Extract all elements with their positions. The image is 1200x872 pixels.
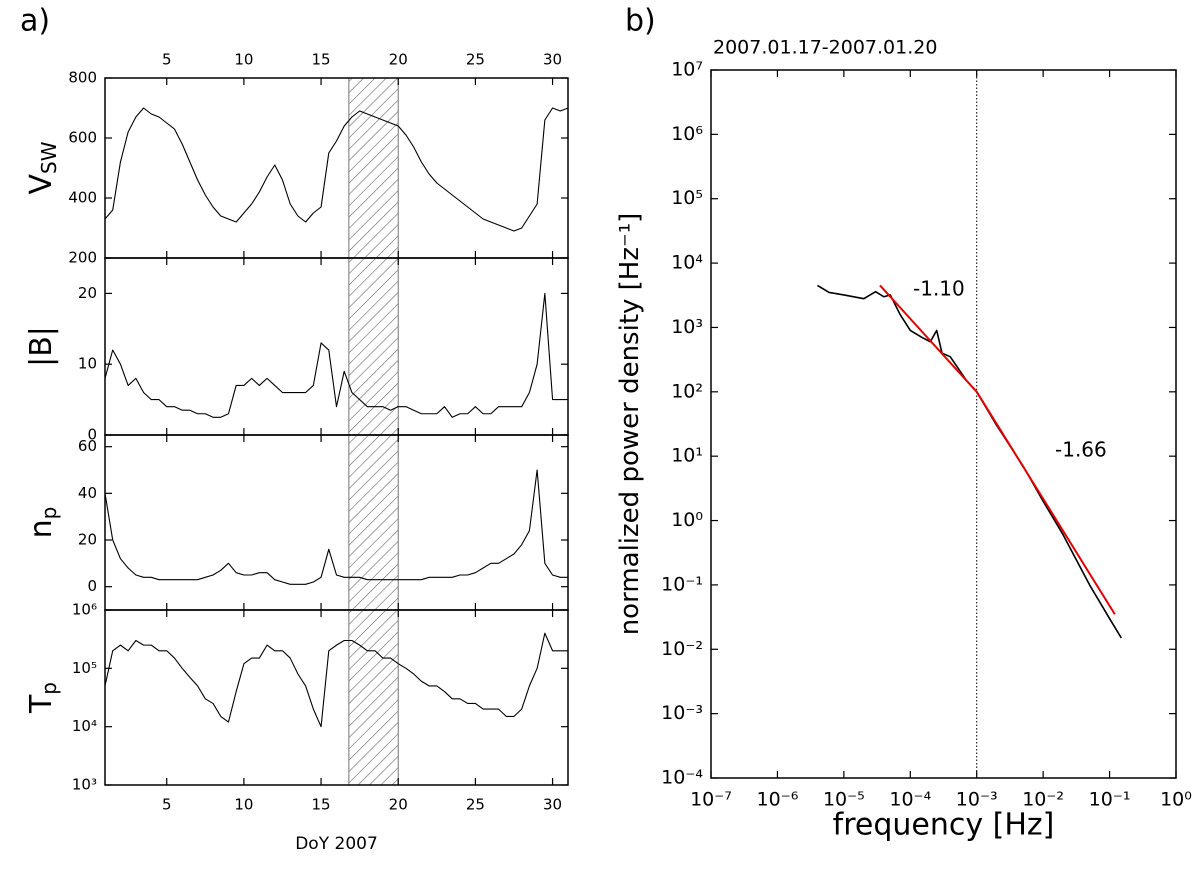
- y-tick-label: 10¹: [671, 445, 703, 467]
- panel-label: b): [625, 4, 656, 39]
- y-axis-label-main: normalized power density [Hz⁻¹]: [615, 213, 645, 636]
- shaded-interval: [348, 609, 399, 786]
- y-tick-label: 800: [68, 69, 97, 87]
- y-axis-label: Tp: [24, 682, 61, 714]
- y-tick-label: 10²: [671, 380, 703, 402]
- x-tick-label: 10: [234, 51, 253, 69]
- plot-frame: [104, 257, 569, 436]
- y-axis-label-main: T: [24, 694, 59, 714]
- y-axis-label-sub: SW: [37, 141, 61, 174]
- y-tick-label: 20: [78, 284, 97, 302]
- y-axis-label: |B|: [24, 326, 59, 367]
- y-tick-label: 60: [78, 437, 97, 455]
- x-tick-label: 10⁻³: [956, 789, 998, 811]
- y-tick-label: 10⁵: [72, 659, 97, 677]
- y-tick-label: 600: [68, 129, 97, 147]
- y-tick-label: 10³: [72, 776, 97, 794]
- x-tick-label: 25: [466, 796, 485, 814]
- y-axis-label-main: V: [24, 174, 59, 195]
- x-tick-label: 20: [389, 51, 408, 69]
- x-tick-label: 20: [389, 796, 408, 814]
- x-tick-label: 10⁻⁶: [757, 789, 799, 811]
- y-tick-label: 10: [78, 355, 97, 373]
- y-tick-label: 0: [87, 426, 97, 444]
- y-axis-label: normalized power density [Hz⁻¹]: [615, 213, 645, 636]
- shaded-interval: [348, 257, 399, 436]
- x-tick-label: 10⁰: [1160, 789, 1192, 811]
- shaded-interval: [348, 77, 399, 259]
- x-axis-label: frequency [Hz]: [833, 808, 1055, 843]
- plot-frame: [710, 69, 1177, 779]
- plot-frame: [104, 77, 569, 259]
- x-tick-label: 5: [162, 51, 172, 69]
- fit-line: [975, 391, 1116, 615]
- y-tick-label: 10⁷: [671, 59, 703, 81]
- x-tick-label: 30: [543, 51, 562, 69]
- y-tick-label: 0: [87, 577, 97, 595]
- chart-title: 2007.01.17-2007.01.20: [713, 37, 937, 59]
- y-tick-label: 10⁶: [671, 123, 703, 145]
- y-tick-label: 20: [78, 531, 97, 549]
- y-axis-label: np: [24, 507, 61, 539]
- y-tick-label: 10⁻³: [661, 702, 703, 724]
- y-axis-label-sub: p: [37, 507, 61, 520]
- x-tick-label: 15: [312, 51, 331, 69]
- y-tick-label: 10⁻⁴: [661, 767, 703, 789]
- y-axis-label-main: |B|: [24, 326, 59, 367]
- x-tick-label: 10⁻¹: [1089, 789, 1131, 811]
- data-line: [104, 469, 568, 585]
- y-axis-label-sub: p: [37, 682, 61, 695]
- y-tick-label: 10⁴: [671, 252, 703, 274]
- x-tick-label: 30: [543, 796, 562, 814]
- y-axis-label-main: n: [24, 519, 59, 538]
- x-tick-label: 25: [466, 51, 485, 69]
- data-line: [104, 632, 568, 728]
- annotation: -1.66: [1055, 438, 1107, 462]
- data-line: [104, 107, 569, 232]
- shaded-interval: [348, 434, 399, 611]
- y-tick-label: 10⁻²: [661, 638, 703, 660]
- x-tick-label: 10⁻²: [1022, 789, 1064, 811]
- y-tick-label: 10⁻¹: [661, 573, 703, 595]
- x-tick-label: 5: [162, 796, 172, 814]
- x-tick-label: 10⁻⁴: [889, 789, 931, 811]
- y-tick-label: 10⁴: [72, 717, 97, 735]
- y-tick-label: 10⁰: [671, 509, 703, 531]
- y-tick-label: 10³: [671, 316, 703, 338]
- fit-line: [879, 284, 978, 393]
- panel-label: a): [20, 4, 50, 39]
- x-tick-label: 15: [312, 796, 331, 814]
- plot-frame: [104, 609, 569, 786]
- data-line: [817, 284, 1122, 639]
- x-tick-label: 10: [234, 796, 253, 814]
- x-tick-label: 10⁻⁷: [690, 789, 732, 811]
- y-tick-label: 400: [68, 189, 97, 207]
- data-line: [104, 292, 568, 418]
- y-tick-label: 10⁵: [671, 187, 703, 209]
- x-axis-label: DoY 2007: [295, 834, 378, 854]
- x-tick-label: 10⁻⁵: [823, 789, 865, 811]
- plot-frame: [104, 434, 569, 611]
- annotation: -1.10: [913, 277, 965, 301]
- y-tick-label: 10⁶: [72, 601, 97, 619]
- y-tick-label: 200: [68, 249, 97, 267]
- y-tick-label: 40: [78, 484, 97, 502]
- y-axis-label: VSW: [24, 141, 61, 194]
